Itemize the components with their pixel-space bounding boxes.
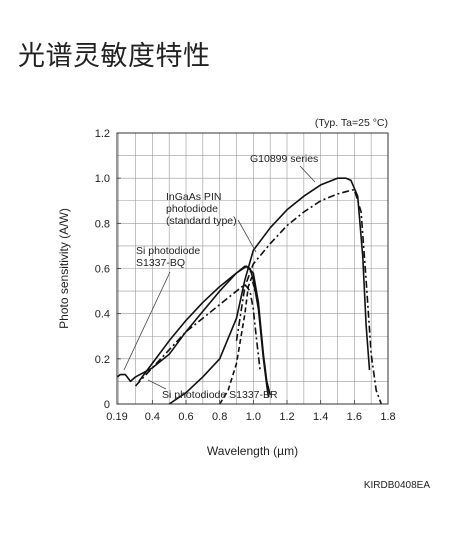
x-tick-label: 0.19 [106, 411, 127, 423]
x-tick-label: 1.4 [313, 411, 328, 423]
chart-labels: Wavelength (µm) Photo sensitivity (A/W) (T… [57, 117, 430, 491]
page-title: 光谱灵敏度特性 [18, 41, 211, 72]
series-line-3 [138, 265, 270, 398]
x-tick-label: 1.2 [279, 411, 294, 423]
y-tick-label: 0 [104, 399, 110, 411]
annotation-line: Si photodiode [136, 245, 200, 257]
x-axis-label: Wavelength (µm) [207, 444, 298, 458]
annotation-line: InGaAs PIN [166, 191, 221, 203]
x-tick-label: 0.4 [145, 411, 160, 423]
series-line-2 [116, 265, 271, 396]
x-tick-label: 0.6 [178, 411, 193, 423]
annotation-line: photodiode [166, 203, 218, 215]
y-tick-label: 1.0 [95, 173, 110, 185]
annotation-ingaas: InGaAs PIN photodiode (standard type) [166, 191, 237, 227]
annotation-leader-g10899 [299, 165, 316, 183]
y-axis-label: Photo sensitivity (A/W) [57, 208, 71, 329]
x-tick-label: 0.8 [212, 411, 227, 423]
chart-annotations: G10899 series InGaAs PIN photodiode (standa… [123, 153, 318, 401]
annotation-leader-si_bq [123, 271, 171, 371]
x-tick-label: 1.0 [246, 411, 261, 423]
annotation-leader-ingaas [237, 219, 257, 253]
y-tick-label: 0.4 [95, 309, 110, 321]
annotation-line: Si photodiode S1337-BR [162, 389, 278, 401]
annotation-si_bq: Si photodiode S1337-BQ [136, 245, 200, 269]
annotation-leader-si_br [147, 379, 167, 390]
series-line-5 [219, 276, 256, 405]
x-tick-label: 1.8 [380, 411, 395, 423]
x-tick-label: 1.6 [347, 411, 362, 423]
annotation-line: G10899 series [250, 153, 318, 165]
annotation-si_br: Si photodiode S1337-BR [162, 389, 278, 401]
document-code: KIRDB0408EA [364, 480, 430, 491]
annotation-g10899: G10899 series [250, 153, 318, 165]
series-line-0 [168, 177, 371, 405]
series-line-1 [235, 188, 383, 405]
chart-series [116, 177, 383, 405]
y-tick-label: 0.2 [95, 354, 110, 366]
annotation-line: (standard type) [166, 215, 237, 227]
series-line-4 [134, 283, 261, 387]
conditions-note: (Typ. Ta=25 °C) [315, 117, 388, 129]
annotation-line: S1337-BQ [136, 257, 185, 269]
y-tick-label: 0.6 [95, 264, 110, 276]
y-tick-label: 0.8 [95, 218, 110, 230]
y-tick-label: 1.2 [95, 128, 110, 140]
chart-ticks: 0.19 0.4 0.6 0.8 1.0 1.2 1.4 1.6 1.8 0 0.2 0.4 0.6 0.… [95, 128, 396, 423]
